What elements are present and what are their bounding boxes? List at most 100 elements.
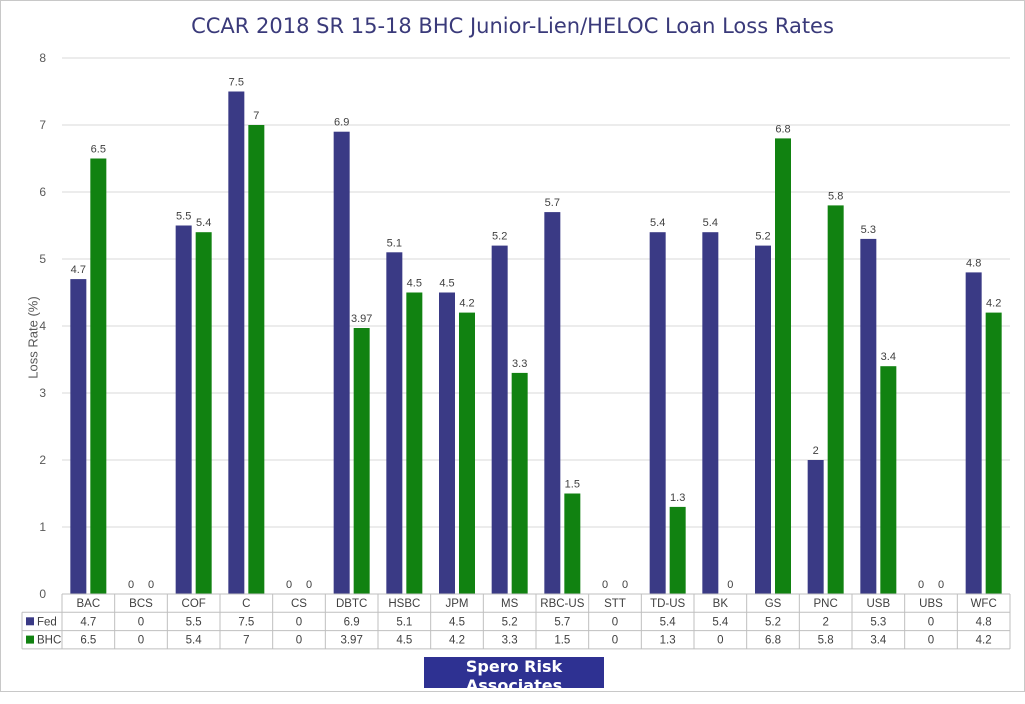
table-cell-fed: 0 — [612, 616, 618, 628]
table-cell-fed: 5.2 — [502, 616, 518, 628]
data-label-bhc: 0 — [306, 579, 312, 591]
table-cell-fed: 0 — [138, 616, 144, 628]
bar-bhc — [90, 158, 107, 594]
data-label-bhc: 4.5 — [407, 278, 422, 290]
data-label-fed: 0 — [918, 579, 924, 591]
data-label-fed: 0 — [602, 579, 608, 591]
bar-fed — [649, 232, 666, 594]
data-label-bhc: 1.5 — [565, 479, 580, 491]
data-label-bhc: 0 — [622, 579, 628, 591]
data-label-bhc: 7 — [253, 110, 259, 122]
bar-fed — [965, 272, 982, 594]
data-label-fed: 7.5 — [229, 77, 244, 89]
data-label-fed: 5.5 — [176, 211, 191, 223]
y-tick-label: 4 — [39, 319, 46, 333]
data-label-bhc: 5.4 — [196, 217, 211, 229]
x-tick-label: C — [242, 598, 250, 610]
x-tick-label: PNC — [814, 598, 838, 610]
data-label-bhc: 6.8 — [775, 123, 790, 135]
table-cell-fed: 5.1 — [396, 616, 412, 628]
logo-name: Spero Risk Associates — [465, 657, 563, 695]
bar-bhc — [248, 125, 265, 594]
table-cell-fed: 0 — [296, 616, 302, 628]
bar-fed — [386, 252, 403, 595]
table-cell-bhc: 3.4 — [870, 635, 887, 647]
table-cell-bhc: 0 — [296, 635, 302, 647]
x-tick-label: UBS — [919, 598, 943, 610]
legend-swatch-fed — [26, 617, 34, 626]
data-label-fed: 4.8 — [966, 257, 981, 269]
data-label-fed: 0 — [128, 579, 134, 591]
x-tick-label: MS — [501, 598, 519, 610]
x-tick-label: STT — [604, 598, 626, 610]
bar-bhc — [985, 312, 1002, 594]
data-label-bhc: 3.97 — [351, 313, 372, 325]
table-cell-fed: 5.4 — [712, 616, 729, 628]
data-label-bhc: 4.2 — [459, 298, 474, 310]
legend-label-bhc: BHC — [37, 635, 61, 647]
table-cell-fed: 5.4 — [660, 616, 677, 628]
table-cell-bhc: 0 — [138, 635, 144, 647]
table-cell-bhc: 4.5 — [396, 635, 412, 647]
x-tick-label: RBC-US — [540, 598, 584, 610]
x-tick-label: USB — [867, 598, 891, 610]
bar-bhc — [669, 506, 686, 594]
y-tick-label: 8 — [39, 51, 46, 65]
data-label-fed: 5.2 — [755, 231, 770, 243]
table-cell-bhc: 0 — [717, 635, 723, 647]
table-cell-bhc: 0 — [612, 635, 618, 647]
data-label-bhc: 1.3 — [670, 492, 685, 504]
data-label-bhc: 4.2 — [986, 298, 1001, 310]
table-cell-fed: 4.7 — [80, 616, 96, 628]
bar-bhc — [459, 312, 475, 594]
table-cell-fed: 5.7 — [554, 616, 570, 628]
data-label-fed: 5.3 — [861, 224, 876, 236]
data-label-fed: 5.7 — [545, 197, 560, 209]
x-tick-label: COF — [182, 598, 206, 610]
table-cell-fed: 0 — [928, 616, 934, 628]
data-label-fed: 5.1 — [387, 237, 402, 249]
x-tick-label: GS — [765, 598, 782, 610]
table-cell-fed: 6.9 — [344, 616, 360, 628]
y-tick-label: 1 — [39, 520, 46, 534]
data-label-fed: 6.9 — [334, 117, 349, 129]
bar-bhc — [511, 372, 528, 594]
bar-bhc — [353, 328, 370, 594]
x-tick-label: JPM — [446, 598, 469, 610]
x-tick-label: HSBC — [388, 598, 420, 610]
bar-fed — [228, 91, 245, 594]
table-cell-fed: 5.5 — [186, 616, 202, 628]
data-label-fed: 2 — [813, 445, 819, 457]
legend-label-fed: Fed — [37, 616, 57, 628]
bar-fed — [702, 232, 719, 594]
data-label-fed: 5.4 — [703, 217, 718, 229]
table-cell-fed: 5.3 — [870, 616, 886, 628]
table-cell-bhc: 7 — [243, 635, 249, 647]
table-cell-bhc: 3.97 — [340, 635, 362, 647]
data-label-fed: 4.7 — [71, 264, 86, 276]
table-cell-fed: 4.8 — [976, 616, 992, 628]
data-label-bhc: 0 — [938, 579, 944, 591]
bar-fed — [860, 238, 877, 594]
bar-bhc — [775, 138, 791, 594]
data-label-bhc: 6.5 — [91, 144, 106, 156]
data-label-bhc: 5.8 — [828, 190, 843, 202]
bar-fed — [807, 460, 824, 594]
data-label-fed: 5.4 — [650, 217, 665, 229]
bar-fed — [439, 292, 455, 594]
bar-fed — [175, 225, 192, 594]
bar-bhc — [827, 205, 844, 594]
data-label-fed: 0 — [286, 579, 292, 591]
table-cell-bhc: 4.2 — [449, 635, 465, 647]
y-tick-label: 3 — [39, 386, 46, 400]
bar-fed — [544, 212, 561, 594]
data-label-fed: 4.5 — [439, 278, 454, 290]
x-tick-label: CS — [291, 598, 307, 610]
y-tick-label: 7 — [39, 118, 46, 132]
table-cell-bhc: 4.2 — [976, 635, 992, 647]
chart-title: CCAR 2018 SR 15-18 BHC Junior-Lien/HELOC… — [191, 14, 834, 38]
table-cell-bhc: 0 — [928, 635, 934, 647]
bar-fed — [491, 245, 508, 594]
x-tick-label: TD-US — [650, 598, 685, 610]
